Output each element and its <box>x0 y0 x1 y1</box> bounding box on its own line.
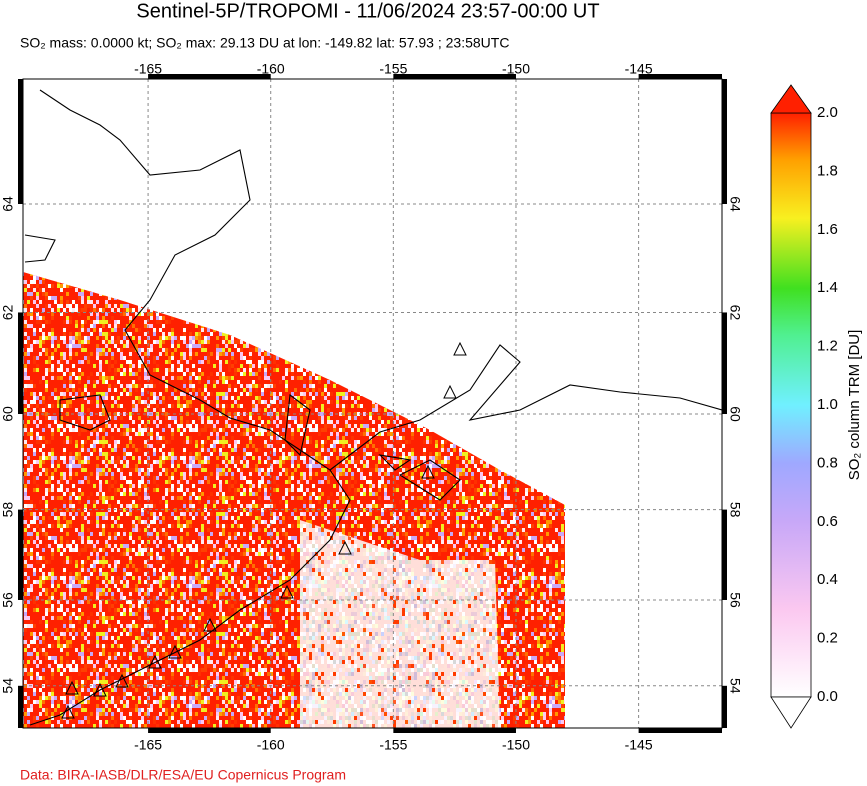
colorbar-tick-label: 0.4 <box>817 571 838 588</box>
y-tick-label: 60 <box>727 406 743 422</box>
colorbar-tick-label: 0.6 <box>817 513 838 530</box>
y-tick-label: 56 <box>727 592 743 608</box>
x-tick-label: -160 <box>257 737 285 753</box>
y-tick-label: 64 <box>727 196 743 212</box>
coastline <box>329 344 722 471</box>
y-tick-label: 64 <box>0 196 16 212</box>
colorbar-tick-label: 0.2 <box>817 630 838 647</box>
x-tick-label: -160 <box>257 61 285 77</box>
volcanoes <box>61 341 467 719</box>
colorbar-tick-label: 1.0 <box>817 396 838 413</box>
x-tick-label: -165 <box>134 61 162 77</box>
frame-bar <box>148 728 271 733</box>
x-tick-label: -165 <box>134 737 162 753</box>
colorbar-tick-label: 0.8 <box>817 454 838 471</box>
x-tick-label: -150 <box>502 737 530 753</box>
map-body <box>23 79 722 728</box>
frame-bar <box>722 509 727 600</box>
colorbar-tick-label: 0.0 <box>817 688 838 705</box>
frame-bar <box>722 79 727 205</box>
frame-bar <box>18 79 23 205</box>
colorbar-max-arrow <box>770 84 812 114</box>
y-tick-label: 60 <box>0 406 16 422</box>
frame-bar <box>393 728 516 733</box>
frame-bar <box>722 685 727 728</box>
colorbar-tick-label: 1.8 <box>817 162 838 179</box>
x-tick-label: -155 <box>379 61 407 77</box>
x-tick-label: -150 <box>502 61 530 77</box>
colorbar-tick-label: 1.4 <box>817 279 838 296</box>
y-tick-label: 62 <box>727 305 743 321</box>
colorbar-label: SO₂ column TRM [DU] <box>846 330 863 481</box>
x-tick-label: -155 <box>379 737 407 753</box>
colorbar <box>770 112 812 698</box>
x-tick-label: -145 <box>625 61 653 77</box>
frame-bar <box>722 312 727 415</box>
colorbar-min-arrow <box>770 696 812 729</box>
y-tick-label: 56 <box>0 592 16 608</box>
frame-bar <box>18 509 23 600</box>
title: Sentinel-5P/TROPOMI - 11/06/2024 23:57-0… <box>136 0 599 22</box>
colorbar-tick-label: 1.2 <box>817 338 838 355</box>
frame-bar <box>18 685 23 728</box>
frame-bar <box>393 74 516 79</box>
coastline <box>24 234 461 501</box>
y-tick-label: 58 <box>0 502 16 518</box>
y-tick-label: 62 <box>0 304 16 320</box>
x-tick-label: -145 <box>625 737 653 753</box>
frame-bar <box>638 728 722 733</box>
colorbar-tick-label: 1.6 <box>817 221 838 238</box>
coastline <box>29 89 351 726</box>
y-tick-label: 58 <box>727 502 743 518</box>
y-tick-label: 54 <box>0 678 16 694</box>
frame-bar <box>148 74 271 79</box>
footer: Data: BIRA-IASB/DLR/ESA/EU Copernicus Pr… <box>20 767 346 783</box>
frame-bar <box>18 312 23 415</box>
subtitle: SO₂ mass: 0.0000 kt; SO₂ max: 29.13 DU a… <box>20 35 509 51</box>
y-tick-label: 54 <box>727 678 743 694</box>
frame-bar <box>638 74 722 79</box>
colorbar-tick-label: 2.0 <box>817 104 838 121</box>
swath-light <box>300 520 500 728</box>
